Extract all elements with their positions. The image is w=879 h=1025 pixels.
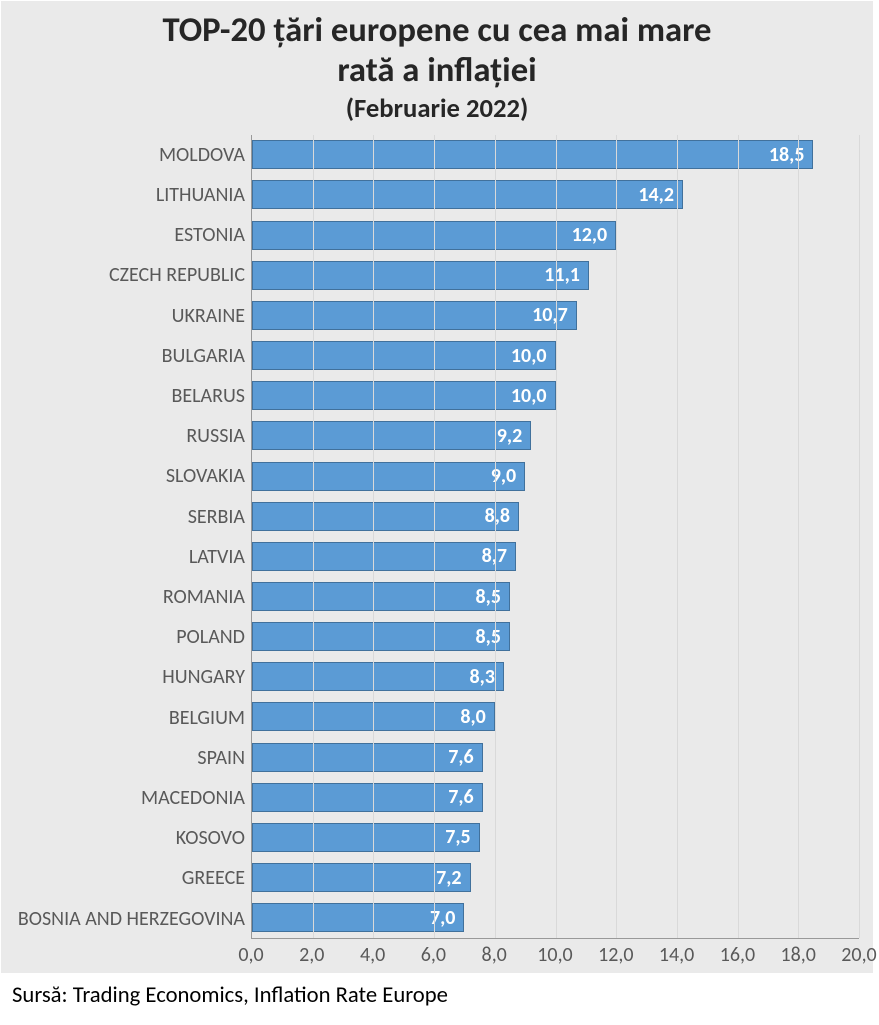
y-axis-label: BELGIUM (15, 708, 245, 728)
x-axis-tick: 6,0 (421, 943, 446, 967)
bar-value-label: 8,3 (469, 665, 494, 689)
bar: 10,0 (252, 341, 556, 370)
bar: 11,1 (252, 261, 589, 290)
bar: 8,8 (252, 502, 519, 531)
y-axis-label: LATVIA (15, 547, 245, 567)
bar: 9,0 (252, 462, 525, 491)
bar-value-label: 7,6 (448, 785, 473, 809)
bar: 18,5 (252, 140, 813, 169)
y-axis-label: BELARUS (15, 386, 245, 406)
chart-titles: TOP-20 țări europene cu cea mai mare rat… (15, 11, 859, 135)
bar: 7,5 (252, 823, 480, 852)
bar-value-label: 8,5 (476, 625, 501, 649)
gridline (434, 135, 435, 938)
plot-area: 18,5 14,2 12,0 11,1 10,7 10,0 10,0 9,2 9,0 8,8 8,7… (251, 135, 859, 939)
x-axis-tick: 18,0 (780, 943, 815, 967)
bar-value-label: 7,2 (436, 866, 461, 890)
bar: 7,6 (252, 783, 483, 812)
chart-title-line1: TOP-20 țări europene cu cea mai mare (162, 9, 711, 51)
gridline (373, 135, 374, 938)
chart-subtitle: (Februarie 2022) (15, 93, 859, 125)
x-axis-tick: 16,0 (720, 943, 755, 967)
y-axis-label: MOLDOVA (15, 145, 245, 165)
gridline (677, 135, 678, 938)
y-axis-label: RUSSIA (15, 426, 245, 446)
bar-value-label: 11,1 (544, 263, 580, 287)
bar-value-label: 10,7 (532, 303, 568, 327)
bar: 8,3 (252, 662, 504, 691)
bar-value-label: 8,5 (476, 585, 501, 609)
bar-value-label: 14,2 (638, 183, 674, 207)
plot-row: MOLDOVA LITHUANIA ESTONIA CZECH REPUBLIC UKR… (15, 135, 859, 939)
x-axis-tick: 2,0 (299, 943, 324, 967)
bar: 8,5 (252, 582, 510, 611)
gridline (495, 135, 496, 938)
x-axis: 0,02,04,06,08,010,012,014,016,018,020,0 (251, 943, 859, 967)
bar-value-label: 7,6 (448, 745, 473, 769)
y-axis-label: ESTONIA (15, 225, 245, 245)
y-axis-label: SLOVAKIA (15, 466, 245, 486)
bar-value-label: 10,0 (511, 344, 547, 368)
bar: 7,6 (252, 743, 483, 772)
bar: 10,0 (252, 381, 556, 410)
source-text: Sursă: Trading Economics, Inflation Rate… (12, 981, 448, 1009)
y-axis-label: POLAND (15, 627, 245, 647)
bar-value-label: 7,5 (445, 825, 470, 849)
x-axis-row: 0,02,04,06,08,010,012,014,016,018,020,0 (15, 943, 859, 967)
y-axis-label: KOSOVO (15, 828, 245, 848)
source-line: Sursă: Trading Economics, Inflation Rate… (0, 973, 879, 1009)
bar: 9,2 (252, 421, 531, 450)
y-axis-label: CZECH REPUBLIC (15, 265, 245, 285)
bar: 7,2 (252, 863, 471, 892)
y-axis-label: GREECE (15, 868, 245, 888)
chart-container: TOP-20 țări europene cu cea mai mare rat… (1, 1, 873, 973)
bar: 8,7 (252, 542, 516, 571)
y-axis-label: HUNGARY (15, 667, 245, 687)
y-axis-label: BULGARIA (15, 346, 245, 366)
x-axis-tick: 4,0 (360, 943, 385, 967)
y-axis-label: UKRAINE (15, 306, 245, 326)
x-axis-tick: 8,0 (482, 943, 507, 967)
x-axis-tick: 20,0 (841, 943, 876, 967)
bar-value-label: 8,8 (485, 504, 510, 528)
bar-value-label: 8,0 (460, 705, 485, 729)
x-axis-tick: 14,0 (659, 943, 694, 967)
bar-value-label: 12,0 (572, 223, 608, 247)
y-axis-labels: MOLDOVA LITHUANIA ESTONIA CZECH REPUBLIC UKR… (15, 135, 251, 939)
x-axis-tick: 10,0 (537, 943, 572, 967)
bar: 14,2 (252, 180, 683, 209)
gridline (798, 135, 799, 938)
y-axis-label: MACEDONIA (15, 788, 245, 808)
bar-value-label: 9,2 (497, 424, 522, 448)
x-axis-tick: 12,0 (598, 943, 633, 967)
y-axis-label: SERBIA (15, 507, 245, 527)
x-axis-tick: 0,0 (238, 943, 263, 967)
bar: 7,0 (252, 903, 464, 932)
y-axis-label: ROMANIA (15, 587, 245, 607)
gridline (313, 135, 314, 938)
y-axis-label: LITHUANIA (15, 185, 245, 205)
y-axis-label: BOSNIA AND HERZEGOVINA (15, 909, 245, 929)
chart-title: TOP-20 țări europene cu cea mai mare rat… (15, 11, 859, 91)
y-axis-label: SPAIN (15, 748, 245, 768)
gridline (859, 135, 860, 938)
bar-value-label: 10,0 (511, 384, 547, 408)
x-axis-spacer (15, 943, 251, 967)
bar: 8,5 (252, 622, 510, 651)
gridline (738, 135, 739, 938)
chart-title-line2: rată a inflației (337, 49, 536, 91)
gridline (556, 135, 557, 938)
bar: 10,7 (252, 301, 577, 330)
gridline (616, 135, 617, 938)
